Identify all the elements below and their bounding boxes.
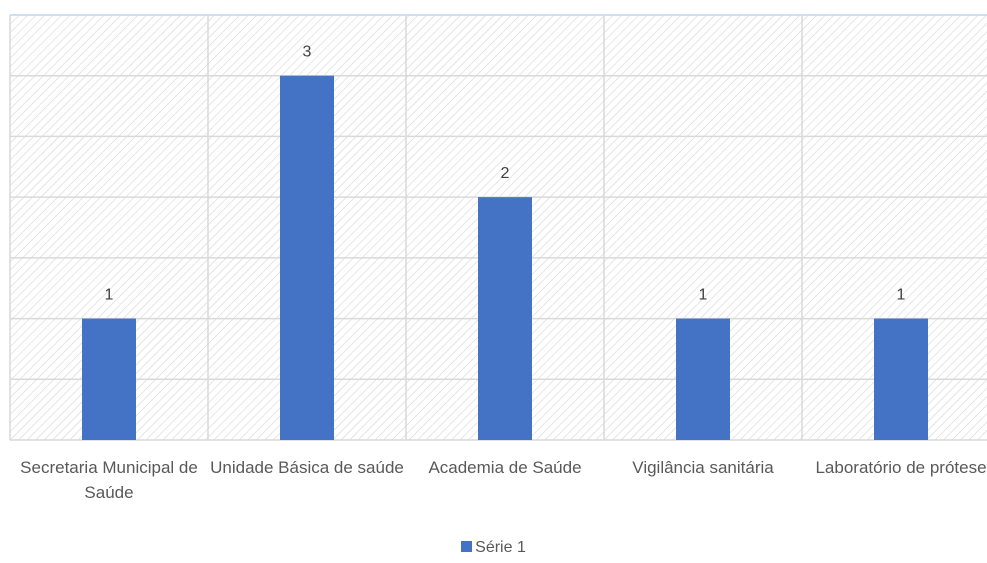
data-label: 2 [501,165,510,182]
legend-label: Série 1 [475,539,526,556]
bar [478,197,532,440]
bar [280,75,334,440]
legend: Série 1 [0,539,987,557]
x-tick-label: Secretaria Municipal de Saúde [20,458,198,502]
data-label: 3 [303,44,312,61]
data-label: 1 [105,287,114,304]
data-label: 1 [897,287,906,304]
x-tick-label: Laboratório de prótese [815,458,987,477]
data-label: 1 [699,287,708,304]
x-tick-label: Unidade Básica de saúde [210,458,404,477]
bar [82,318,136,440]
x-tick-label: Vigilância sanitária [632,458,774,477]
bar [676,318,730,440]
x-tick-label: Academia de Saúde [428,458,582,477]
bar [874,318,928,440]
legend-swatch [461,541,473,552]
